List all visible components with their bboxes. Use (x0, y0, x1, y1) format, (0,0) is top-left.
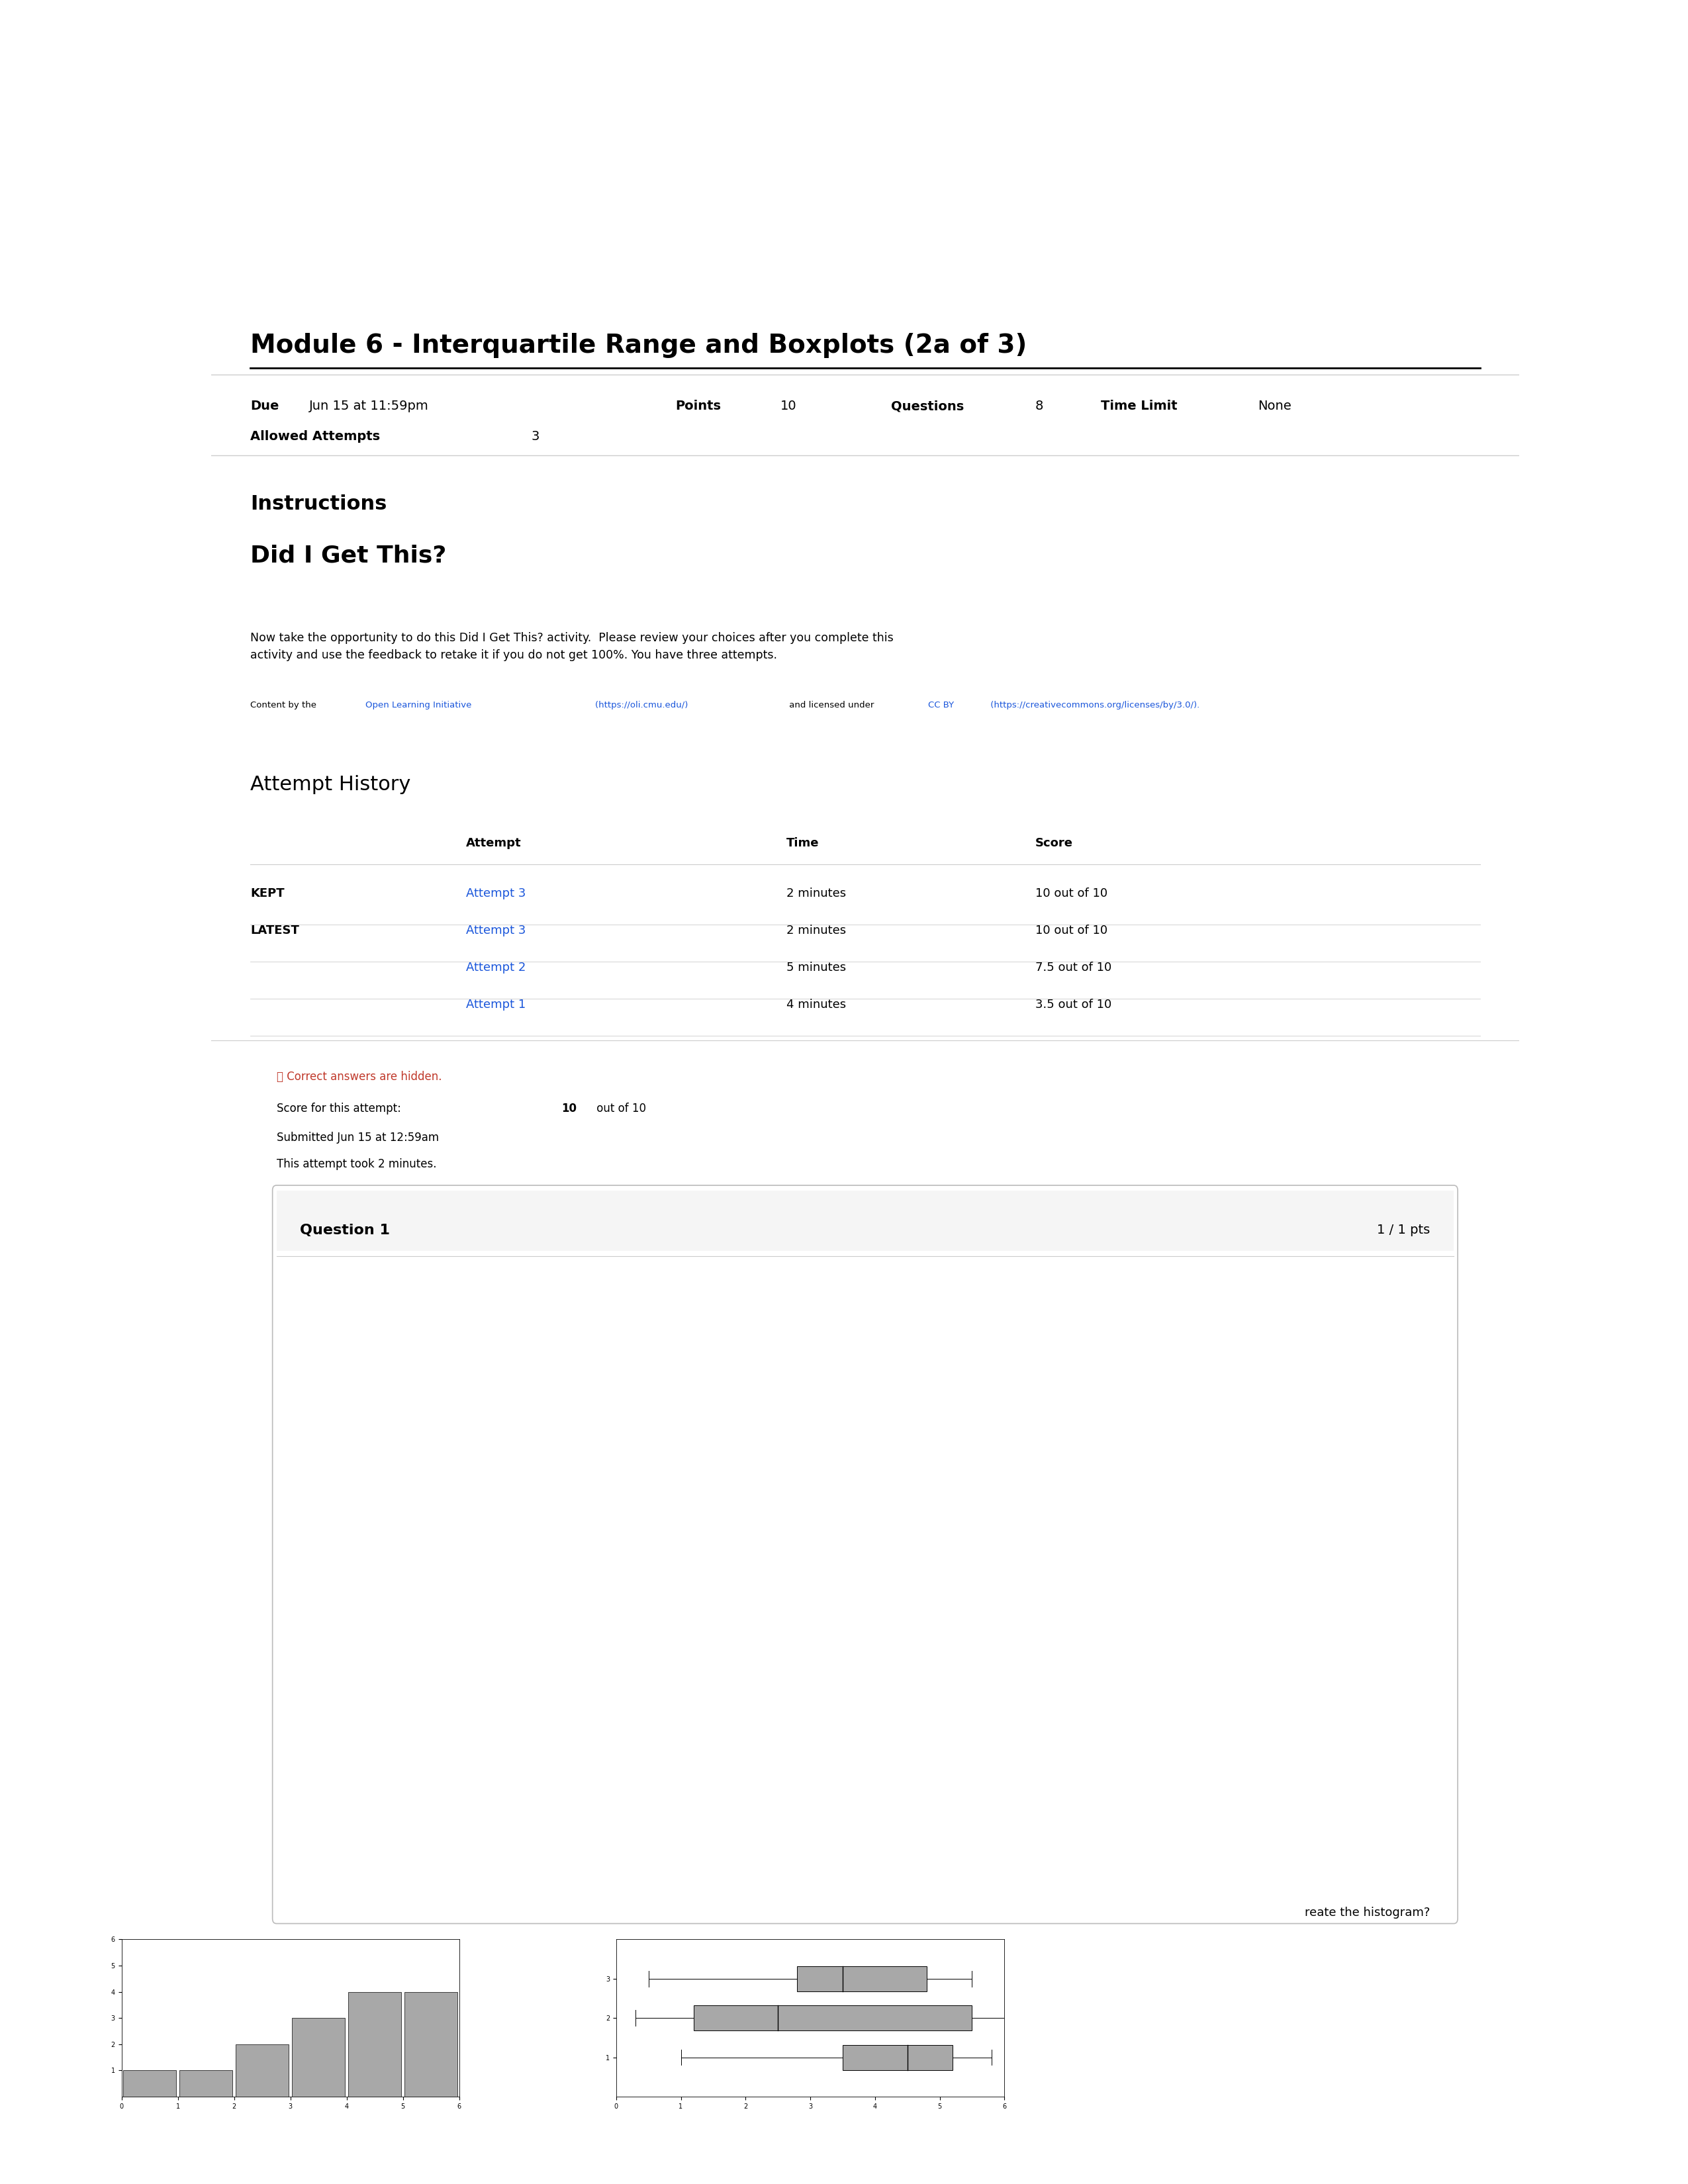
Bar (348, 1992, 402, 2097)
Text: Question 1: Question 1 (300, 1223, 390, 1238)
Text: Open Learning Initiative: Open Learning Initiative (365, 701, 471, 710)
Text: 10: 10 (780, 400, 797, 413)
Bar (277, 1190, 1453, 1251)
Text: 2 minutes: 2 minutes (787, 887, 846, 900)
Text: (https://creativecommons.org/licenses/by/3.0/).: (https://creativecommons.org/licenses/by… (976, 701, 1200, 710)
Text: KEPT: KEPT (250, 887, 284, 900)
Text: This attempt took 2 minutes.: This attempt took 2 minutes. (277, 1158, 436, 1171)
Text: 3.5 out of 10: 3.5 out of 10 (1035, 998, 1111, 1011)
Bar (179, 2070, 233, 2097)
Text: Attempt 2: Attempt 2 (466, 961, 530, 974)
Text: Now take the opportunity to do this Did I Get This? activity.  Please review you: Now take the opportunity to do this Did … (250, 631, 893, 662)
Text: Points: Points (675, 400, 721, 413)
Text: (https://oli.cmu.edu/): (https://oli.cmu.edu/) (584, 701, 689, 710)
Text: out of 10: out of 10 (592, 1103, 647, 1114)
Text: Jun 15 at 11:59pm: Jun 15 at 11:59pm (309, 400, 429, 413)
Text: 10 out of 10: 10 out of 10 (1035, 887, 1107, 900)
Text: 2 minutes: 2 minutes (787, 924, 846, 937)
Text: None: None (1258, 400, 1291, 413)
Text: 10: 10 (562, 1103, 577, 1114)
Bar (797, 1966, 927, 1992)
Text: 5 minutes: 5 minutes (787, 961, 846, 974)
Text: 10 out of 10: 10 out of 10 (1035, 924, 1107, 937)
Text: Module 6 - Interquartile Range and Boxplots (2a of 3): Module 6 - Interquartile Range and Boxpl… (250, 332, 1026, 358)
Text: Time Limit: Time Limit (1101, 400, 1177, 413)
Text: Time: Time (787, 836, 819, 850)
Text: Allowed Attempts: Allowed Attempts (250, 430, 380, 443)
Text: Score for this attempt:: Score for this attempt: (277, 1103, 403, 1114)
Text: 1 / 1 pts: 1 / 1 pts (1377, 1223, 1430, 1236)
Text: Attempt 3: Attempt 3 (466, 887, 530, 900)
Text: Attempt 3: Attempt 3 (466, 924, 530, 937)
Bar (405, 1992, 457, 2097)
Text: Questions: Questions (891, 400, 964, 413)
Text: Instructions: Instructions (250, 494, 387, 513)
Text: Attempt 1: Attempt 1 (466, 998, 530, 1011)
Text: CC BY: CC BY (928, 701, 954, 710)
Text: Due: Due (250, 400, 279, 413)
Text: Content by the: Content by the (250, 701, 319, 710)
Text: ⓘ Correct answers are hidden.: ⓘ Correct answers are hidden. (277, 1070, 442, 1083)
Text: 4 minutes: 4 minutes (787, 998, 846, 1011)
Text: 8: 8 (1035, 400, 1043, 413)
Text: LATEST: LATEST (250, 924, 299, 937)
Bar (694, 2005, 972, 2031)
Text: Attempt: Attempt (466, 836, 522, 850)
FancyBboxPatch shape (272, 1186, 1458, 1924)
Bar (292, 2018, 344, 2097)
Text: Did I Get This?: Did I Get This? (250, 544, 446, 568)
Text: 3: 3 (532, 430, 540, 443)
Text: reate the histogram?: reate the histogram? (1305, 1907, 1430, 1920)
Bar (842, 2044, 952, 2070)
Text: Submitted Jun 15 at 12:59am: Submitted Jun 15 at 12:59am (277, 1131, 439, 1144)
Text: Attempt History: Attempt History (250, 775, 410, 795)
Bar (236, 2044, 289, 2097)
Bar (123, 2070, 177, 2097)
Text: 7.5 out of 10: 7.5 out of 10 (1035, 961, 1111, 974)
Text: Score: Score (1035, 836, 1074, 850)
Text: and licensed under: and licensed under (787, 701, 878, 710)
